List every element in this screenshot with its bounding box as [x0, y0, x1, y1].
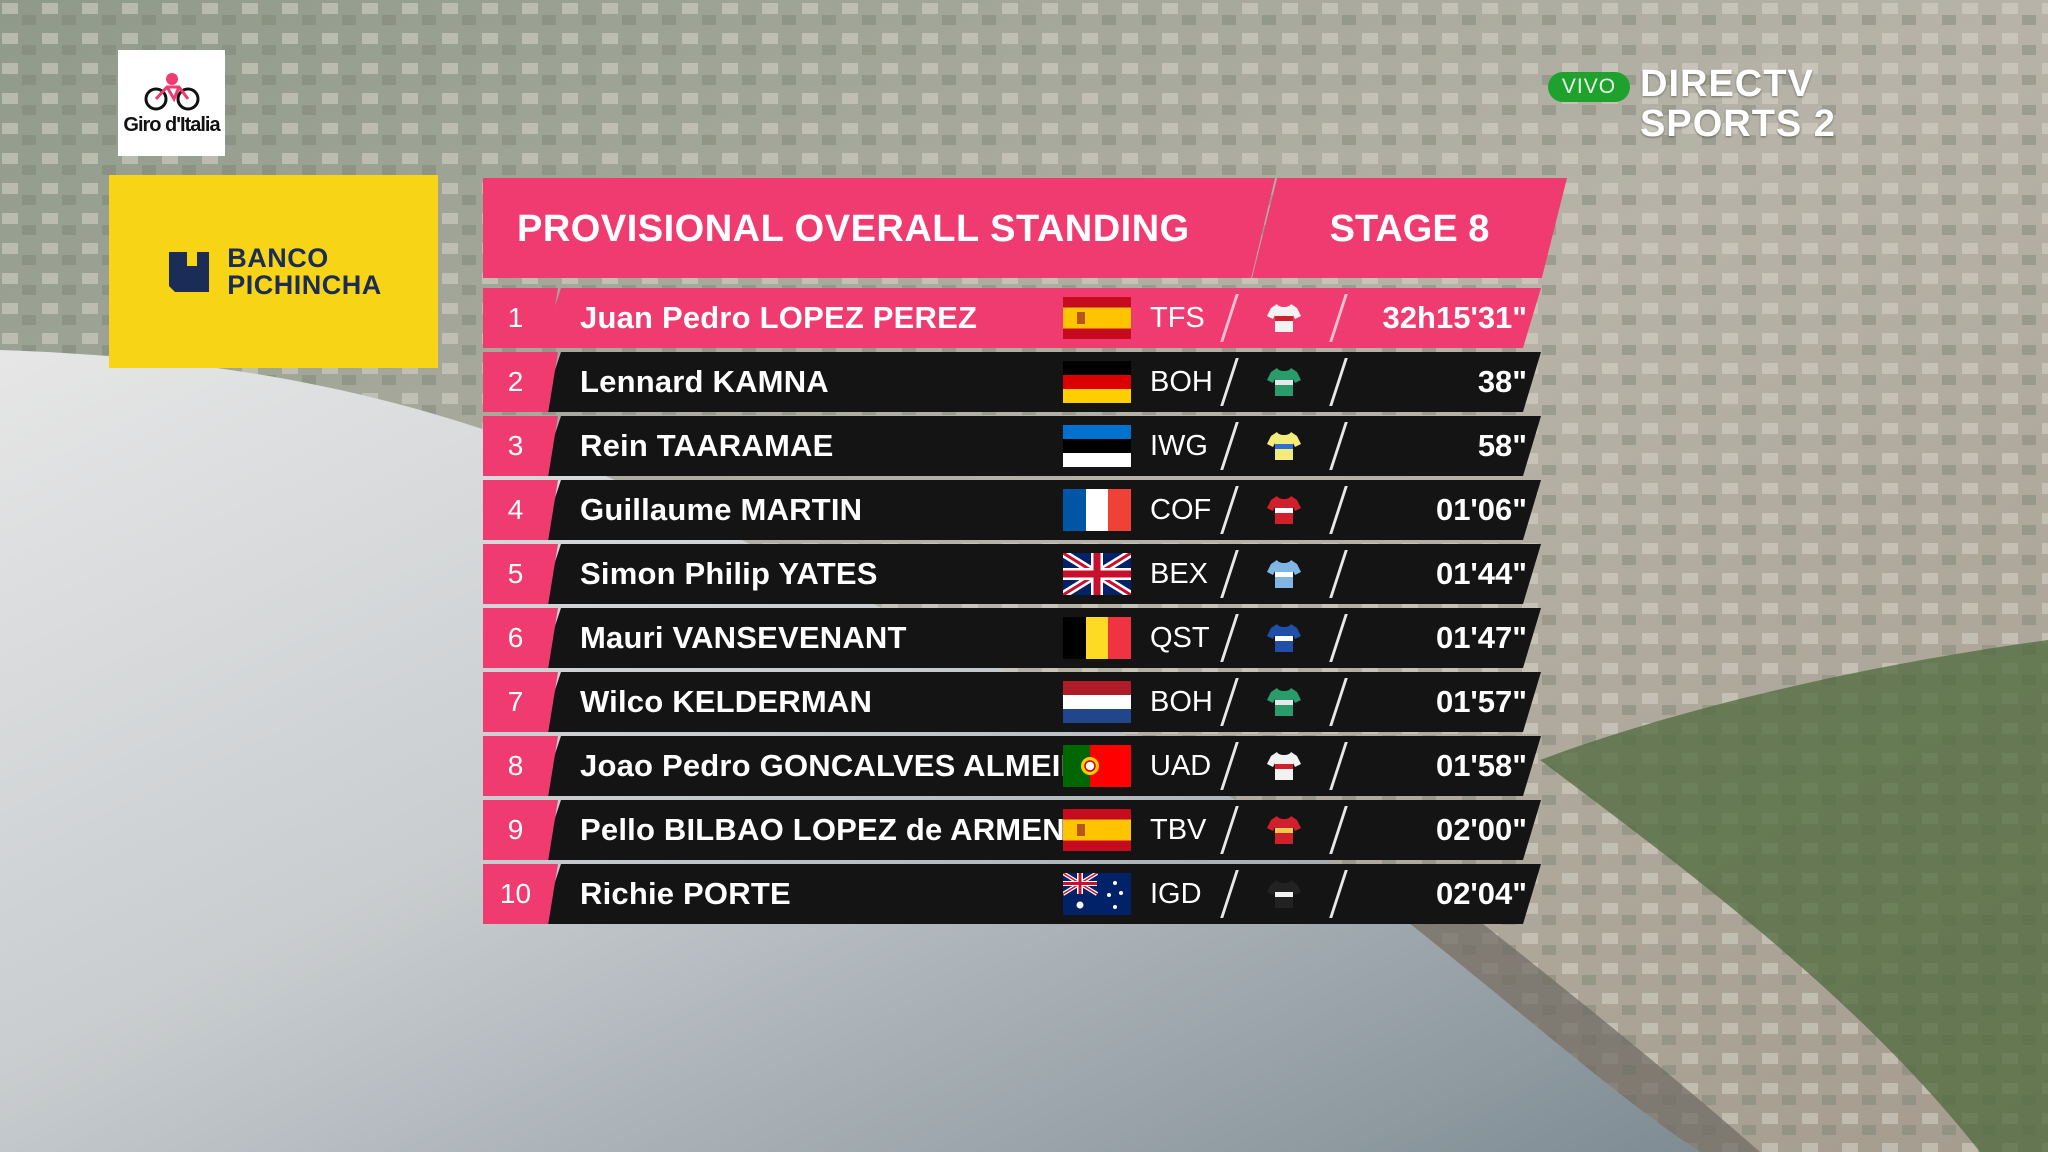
time-gap: 01'06" [1435, 492, 1527, 527]
uk-flag-icon [1063, 553, 1131, 595]
table-row: 2 Lennard KAMNA BOH 38" [483, 352, 1553, 412]
light-blue-jersey-icon [1267, 558, 1301, 590]
rider-name: Wilco KELDERMAN [580, 684, 873, 719]
sponsor-name: BANCO PICHINCHA [227, 242, 382, 300]
sponsor-banner: BANCO PICHINCHA [109, 175, 438, 368]
white-red-jersey-icon [1267, 302, 1301, 334]
row-background [541, 864, 1541, 924]
position-cell: 9 [483, 800, 558, 860]
position-cell: 4 [483, 480, 558, 540]
row-background [541, 608, 1541, 668]
table-row: 5 Simon Philip YATES BEX 01'44" [483, 544, 1553, 604]
time-gap: 02'00" [1435, 812, 1527, 847]
position-cell: 5 [483, 544, 558, 604]
table-row: 1 Juan Pedro LOPEZ PEREZ TFS 32h15'31" [483, 288, 1553, 348]
sponsor-line1: BANCO [227, 242, 329, 273]
bank-logo-icon [169, 251, 210, 292]
row-background [541, 352, 1541, 412]
live-badge: VIVO [1548, 72, 1630, 102]
time-gap: 58" [1477, 428, 1527, 463]
team-code: BOH [1150, 686, 1213, 718]
time-gap: 01'58" [1435, 748, 1527, 783]
standings-header: PROVISIONAL OVERALL STANDING [483, 178, 1275, 278]
broadcaster-line2: SPORTS 2 [1640, 103, 1836, 145]
position-cell: 6 [483, 608, 558, 668]
broadcaster-logo: DIRECTV SPORTS 2 [1640, 64, 1836, 144]
rider-name: Rein TAARAMAE [580, 428, 834, 463]
giro-logo: Giro d'Italia [118, 50, 225, 156]
rider-name: Lennard KAMNA [580, 364, 829, 399]
stage-header: STAGE 8 [1252, 178, 1567, 278]
team-code: TBV [1150, 814, 1207, 846]
standings-title: PROVISIONAL OVERALL STANDING [517, 208, 1190, 250]
bicycle-icon [144, 72, 199, 110]
position-cell: 1 [483, 288, 558, 348]
time-gap: 01'44" [1435, 556, 1527, 591]
row-background [541, 288, 1541, 348]
table-row: 3 Rein TAARAMAE IWG 58" [483, 416, 1553, 476]
team-code: QST [1150, 622, 1210, 654]
time-gap: 32h15'31" [1382, 300, 1527, 335]
broadcaster-line1: DIRECTV [1640, 63, 1814, 105]
time-gap: 38" [1477, 364, 1527, 399]
row-background [541, 544, 1541, 604]
position-cell: 2 [483, 352, 558, 412]
portugal-flag-icon [1063, 745, 1131, 787]
spain-flag-icon [1063, 809, 1131, 851]
time-gap: 01'57" [1435, 684, 1527, 719]
time-gap: 02'04" [1435, 876, 1527, 911]
green-jersey-icon [1267, 686, 1301, 718]
row-background [541, 672, 1541, 732]
rider-name: Joao Pedro GONCALVES ALMEIDA [580, 748, 1106, 783]
table-row: 9 Pello BILBAO LOPEZ de ARMENTIA TBV 02'00" [483, 800, 1553, 860]
table-row: 7 Wilco KELDERMAN BOH 01'57" [483, 672, 1553, 732]
estonia-flag-icon [1063, 425, 1131, 467]
dark-jersey-icon [1267, 878, 1301, 910]
rider-name: Guillaume MARTIN [580, 492, 863, 527]
table-row: 4 Guillaume MARTIN COF 01'06" [483, 480, 1553, 540]
table-row: 10 Richie PORTE IGD 02'04" [483, 864, 1553, 924]
australia-flag-icon [1063, 873, 1131, 915]
position-cell: 8 [483, 736, 558, 796]
spain-flag-icon [1063, 297, 1131, 339]
belgium-flag-icon [1063, 617, 1131, 659]
row-background [541, 800, 1541, 860]
position-cell: 10 [483, 864, 558, 924]
position-cell: 7 [483, 672, 558, 732]
row-background [541, 416, 1541, 476]
position-cell: 3 [483, 416, 558, 476]
team-code: BEX [1150, 558, 1209, 590]
rider-name: Richie PORTE [580, 876, 791, 911]
rider-name: Juan Pedro LOPEZ PEREZ [580, 300, 978, 335]
red-jersey-icon [1267, 814, 1301, 846]
row-background [541, 736, 1541, 796]
team-code: TFS [1150, 302, 1205, 334]
yellow-jersey-icon [1267, 430, 1301, 462]
team-code: IWG [1150, 430, 1208, 462]
red-white-jersey-icon [1267, 494, 1301, 526]
row-background [541, 480, 1541, 540]
green-jersey-icon [1267, 366, 1301, 398]
logo-text: Giro d'Italia [123, 113, 220, 136]
team-code: IGD [1150, 878, 1202, 910]
sponsor-line2: PICHINCHA [227, 269, 382, 300]
white-red-jersey-icon [1267, 750, 1301, 782]
netherlands-flag-icon [1063, 681, 1131, 723]
team-code: UAD [1150, 750, 1212, 782]
table-row: 6 Mauri VANSEVENANT QST 01'47" [483, 608, 1553, 668]
blue-jersey-icon [1267, 622, 1301, 654]
stage-label: STAGE 8 [1329, 208, 1490, 250]
team-code: COF [1150, 494, 1212, 526]
rider-name: Pello BILBAO LOPEZ de ARMENTIA [580, 812, 1116, 847]
rider-name: Mauri VANSEVENANT [580, 620, 907, 655]
rider-name: Simon Philip YATES [580, 556, 878, 591]
team-code: BOH [1150, 366, 1213, 398]
france-flag-icon [1063, 489, 1131, 531]
time-gap: 01'47" [1435, 620, 1527, 655]
germany-flag-icon [1063, 361, 1131, 403]
table-row: 8 Joao Pedro GONCALVES ALMEIDA UAD 01'58" [483, 736, 1553, 796]
